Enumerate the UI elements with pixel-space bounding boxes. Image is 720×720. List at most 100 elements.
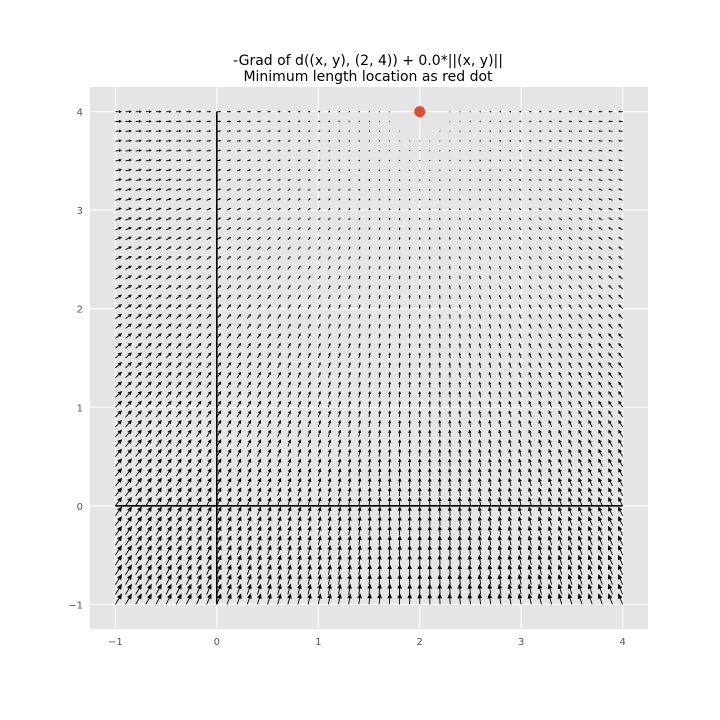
quiver-arrow: [196, 496, 202, 507]
quiver-arrow: [588, 304, 593, 310]
quiver-arrow: [267, 439, 272, 447]
quiver-arrow: [607, 554, 613, 566]
quiver-arrow: [277, 159, 281, 162]
quiver-arrow: [518, 371, 522, 378]
quiver-arrow: [588, 381, 593, 388]
quiver-arrow: [488, 439, 492, 447]
quiver-arrow: [135, 439, 142, 447]
quiver-arrow: [145, 516, 152, 526]
quiver-arrow: [418, 294, 421, 299]
quiver-arrow: [398, 323, 401, 329]
quiver-arrow: [477, 593, 483, 605]
quiver-arrow: [348, 333, 351, 339]
quiver-arrow: [328, 236, 331, 240]
quiver-arrow: [145, 496, 152, 507]
quiver-arrow: [518, 275, 522, 280]
quiver-arrow: [317, 390, 321, 398]
quiver-arrow: [458, 371, 462, 378]
quiver-arrow: [387, 496, 392, 506]
quiver-arrow: [348, 159, 351, 162]
quiver-arrow: [588, 120, 593, 123]
quiver-arrow: [216, 207, 222, 211]
quiver-arrow: [618, 236, 623, 241]
quiver-arrow: [527, 573, 533, 585]
quiver-arrow: [348, 419, 352, 428]
quiver-arrow: [246, 236, 252, 241]
quiver-arrow: [327, 371, 331, 378]
quiver-arrow: [267, 573, 272, 585]
quiver-arrow: [467, 545, 473, 556]
quiver-arrow: [307, 439, 312, 447]
quiver-arrow: [135, 564, 142, 576]
quiver-arrow: [608, 333, 613, 339]
quiver-arrow: [618, 400, 624, 408]
quiver-arrow: [206, 323, 212, 329]
quiver-arrow: [297, 583, 302, 595]
quiver-arrow: [338, 371, 341, 378]
quiver-arrow: [578, 265, 583, 270]
quiver-arrow: [338, 285, 341, 290]
quiver-arrow: [618, 178, 623, 182]
quiver-arrow: [287, 304, 291, 309]
quiver-arrow: [297, 236, 301, 241]
quiver-arrow: [458, 294, 461, 299]
quiver-arrow: [557, 564, 563, 575]
quiver-arrow: [338, 198, 341, 201]
quiver-arrow: [387, 525, 392, 536]
quiver-arrow: [135, 535, 142, 546]
quiver-arrow: [507, 545, 513, 556]
quiver-arrow: [155, 129, 162, 133]
quiver-arrow: [367, 535, 372, 546]
quiver-arrow: [337, 419, 342, 428]
quiver-arrow: [598, 120, 603, 123]
quiver-arrow: [176, 236, 182, 241]
quiver-arrow: [608, 516, 613, 526]
quiver-arrow: [408, 285, 411, 290]
quiver-arrow: [408, 265, 411, 270]
quiver-arrow: [568, 516, 573, 526]
quiver-arrow: [608, 169, 613, 172]
quiver-arrow: [348, 390, 351, 398]
quiver-arrow: [438, 439, 442, 447]
quiver-arrow: [175, 573, 182, 585]
quiver-arrow: [388, 227, 391, 230]
quiver-arrow: [489, 130, 491, 133]
quiver-arrow: [216, 323, 222, 329]
quiver-arrow: [196, 256, 202, 260]
quiver-arrow: [607, 573, 613, 585]
quiver-arrow: [256, 439, 262, 447]
quiver-arrow: [398, 352, 401, 359]
quiver-arrow: [608, 227, 613, 231]
quiver-arrow: [618, 506, 624, 516]
quiver-arrow: [357, 506, 362, 516]
quiver-arrow: [155, 285, 162, 290]
quiver-arrow: [608, 342, 613, 349]
quiver-arrow: [175, 496, 182, 507]
quiver-arrow: [388, 207, 391, 211]
quiver-arrow: [236, 487, 242, 497]
quiver-arrow: [518, 477, 522, 487]
quiver-arrow: [517, 516, 523, 526]
quiver-arrow: [457, 506, 462, 516]
quiver-arrow: [135, 236, 142, 241]
quiver-arrow: [267, 188, 271, 191]
quiver-arrow: [457, 525, 462, 536]
quiver-arrow: [297, 159, 301, 162]
quiver-arrow: [125, 207, 132, 211]
quiver-arrow: [317, 419, 322, 428]
quiver-arrow: [348, 246, 351, 250]
quiver-arrow: [125, 333, 132, 339]
quiver-arrow: [477, 487, 482, 497]
quiver-arrow: [297, 120, 301, 123]
quiver-arrow: [145, 178, 152, 182]
quiver-arrow: [165, 448, 172, 457]
quiver-arrow: [449, 110, 451, 113]
quiver-arrow: [578, 139, 583, 142]
quiver-arrow: [398, 227, 401, 230]
quiver-arrow: [358, 140, 361, 143]
quiver-arrow: [607, 593, 613, 605]
quiver-arrow: [357, 487, 362, 497]
quiver-arrow: [428, 246, 431, 250]
quiver-arrow: [588, 275, 593, 280]
quiver-arrow: [489, 169, 492, 172]
